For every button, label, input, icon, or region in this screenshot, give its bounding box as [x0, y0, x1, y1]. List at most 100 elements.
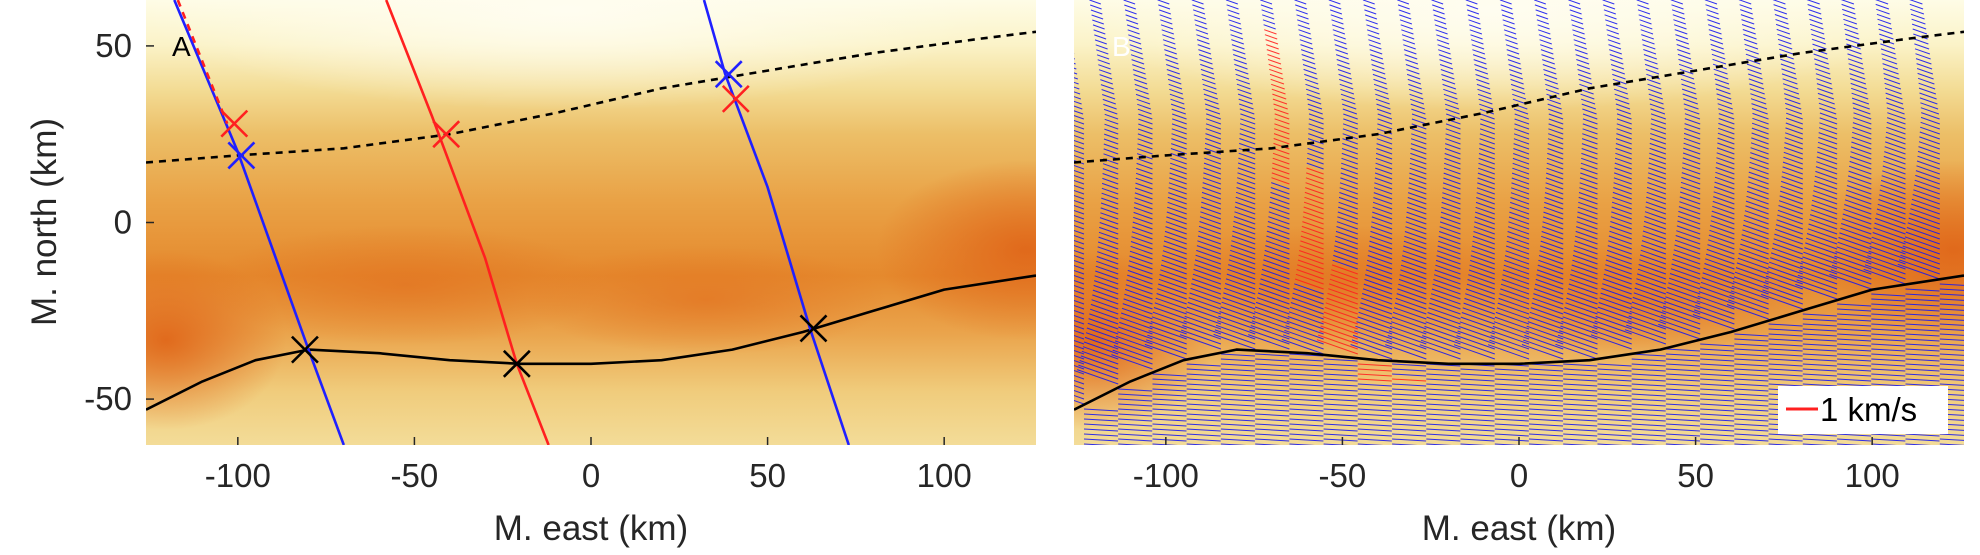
- velocity-vector: [1366, 24, 1379, 30]
- velocity-vector: [1118, 403, 1153, 407]
- velocity-vector: [1074, 204, 1085, 210]
- velocity-vector: [1074, 91, 1081, 95]
- velocity-vector: [1491, 330, 1530, 345]
- velocity-vector: [1202, 182, 1222, 190]
- velocity-vector: [1512, 162, 1530, 170]
- velocity-vector: [1707, 19, 1721, 25]
- velocity-vector: [1718, 113, 1735, 120]
- velocity-vector: [1819, 117, 1838, 125]
- velocity-vector: [1683, 147, 1701, 155]
- velocity-vector: [1819, 112, 1838, 120]
- velocity-vector: [1305, 187, 1324, 195]
- velocity-vector: [1308, 113, 1324, 120]
- velocity-vector: [1616, 118, 1632, 125]
- velocity-vector: [1152, 418, 1187, 422]
- velocity-vector: [1101, 187, 1119, 195]
- velocity-vector: [1074, 224, 1085, 230]
- velocity-vector: [1740, 9, 1753, 15]
- velocity-vector: [1494, 378, 1529, 382]
- panel-a-markers: [220, 60, 828, 378]
- velocity-vector: [1441, 197, 1461, 205]
- velocity-vector: [1768, 378, 1803, 382]
- velocity-vector: [1846, 189, 1872, 200]
- velocity-vector: [1118, 408, 1153, 412]
- velocity-vector: [1559, 330, 1598, 345]
- velocity-vector: [1645, 201, 1667, 210]
- velocity-vector: [1700, 443, 1726, 445]
- velocity-vector: [1259, 283, 1290, 295]
- velocity-vector: [1220, 413, 1255, 417]
- legend-label: 1 km/s: [1820, 391, 1917, 428]
- velocity-vector: [1273, 138, 1290, 145]
- velocity-vector: [1074, 384, 1085, 390]
- velocity-vector: [1220, 428, 1255, 432]
- velocity-vector: [1399, 274, 1427, 285]
- velocity-vector: [1539, 250, 1564, 260]
- velocity-vector: [1631, 413, 1666, 417]
- velocity-vector: [1670, 268, 1701, 280]
- velocity-vector: [1336, 59, 1350, 65]
- velocity-vector: [1577, 206, 1598, 215]
- velocity-vector: [1460, 428, 1495, 432]
- velocity-vector: [1213, 333, 1256, 350]
- velocity-vector: [1714, 73, 1729, 80]
- velocity-vector: [1770, 257, 1803, 270]
- velocity-vector: [1462, 307, 1495, 320]
- velocity-vector: [1528, 316, 1564, 330]
- velocity-vector: [1918, 87, 1937, 95]
- velocity-vector: [1646, 196, 1667, 205]
- velocity-vector: [1192, 273, 1222, 285]
- velocity-vector: [1186, 393, 1221, 397]
- velocity-vector: [1136, 162, 1153, 170]
- velocity-vector: [1514, 123, 1530, 130]
- velocity-vector: [1879, 194, 1906, 205]
- velocity-vector: [1202, 187, 1222, 195]
- velocity-vector: [1152, 433, 1187, 437]
- velocity-vector: [1373, 78, 1387, 85]
- velocity-vector: [1291, 297, 1324, 310]
- velocity-vector: [1563, 368, 1598, 372]
- velocity-vector: [1331, 264, 1358, 275]
- velocity-vector: [1509, 211, 1530, 220]
- velocity-vector: [1341, 152, 1358, 160]
- velocity-vector: [1092, 294, 1119, 305]
- velocity-vector: [1408, 182, 1427, 190]
- velocity-vector: [1118, 438, 1153, 442]
- velocity-vector: [1286, 320, 1324, 335]
- velocity-vector: [1606, 254, 1632, 265]
- velocity-vector: [1608, 235, 1632, 245]
- velocity-vector: [1217, 320, 1256, 335]
- velocity-vector: [1323, 433, 1358, 437]
- velocity-vector: [1138, 118, 1153, 125]
- velocity-vector: [1837, 378, 1872, 382]
- velocity-vector: [1357, 443, 1384, 445]
- velocity-vector: [1129, 255, 1153, 265]
- velocity-vector: [1104, 128, 1119, 135]
- velocity-vector: [1397, 288, 1427, 300]
- velocity-vector: [1511, 172, 1530, 180]
- velocity-vector: [1410, 157, 1427, 165]
- velocity-vector: [1225, 278, 1256, 290]
- velocity-vector: [1568, 0, 1581, 5]
- velocity-vector: [1410, 103, 1425, 110]
- velocity-vector: [1074, 154, 1085, 160]
- velocity-vector: [1239, 128, 1256, 135]
- velocity-vector: [1607, 39, 1621, 45]
- velocity-vector: [1074, 334, 1085, 340]
- velocity-vector: [1268, 211, 1290, 220]
- velocity-vector: [1295, 4, 1308, 10]
- velocity-vector: [1237, 167, 1256, 175]
- velocity-vector: [1665, 373, 1700, 377]
- velocity-vector: [1885, 141, 1906, 150]
- velocity-vector: [1837, 318, 1872, 322]
- velocity-vector: [1543, 211, 1564, 220]
- velocity-vector: [1191, 278, 1222, 290]
- velocity-vector: [1818, 137, 1838, 145]
- velocity-vector: [1677, 53, 1692, 60]
- velocity-vector: [1594, 320, 1632, 335]
- velocity-vector: [1074, 67, 1077, 70]
- velocity-vector: [1410, 143, 1427, 150]
- velocity-vector: [1373, 197, 1393, 205]
- velocity-vector: [1318, 334, 1358, 350]
